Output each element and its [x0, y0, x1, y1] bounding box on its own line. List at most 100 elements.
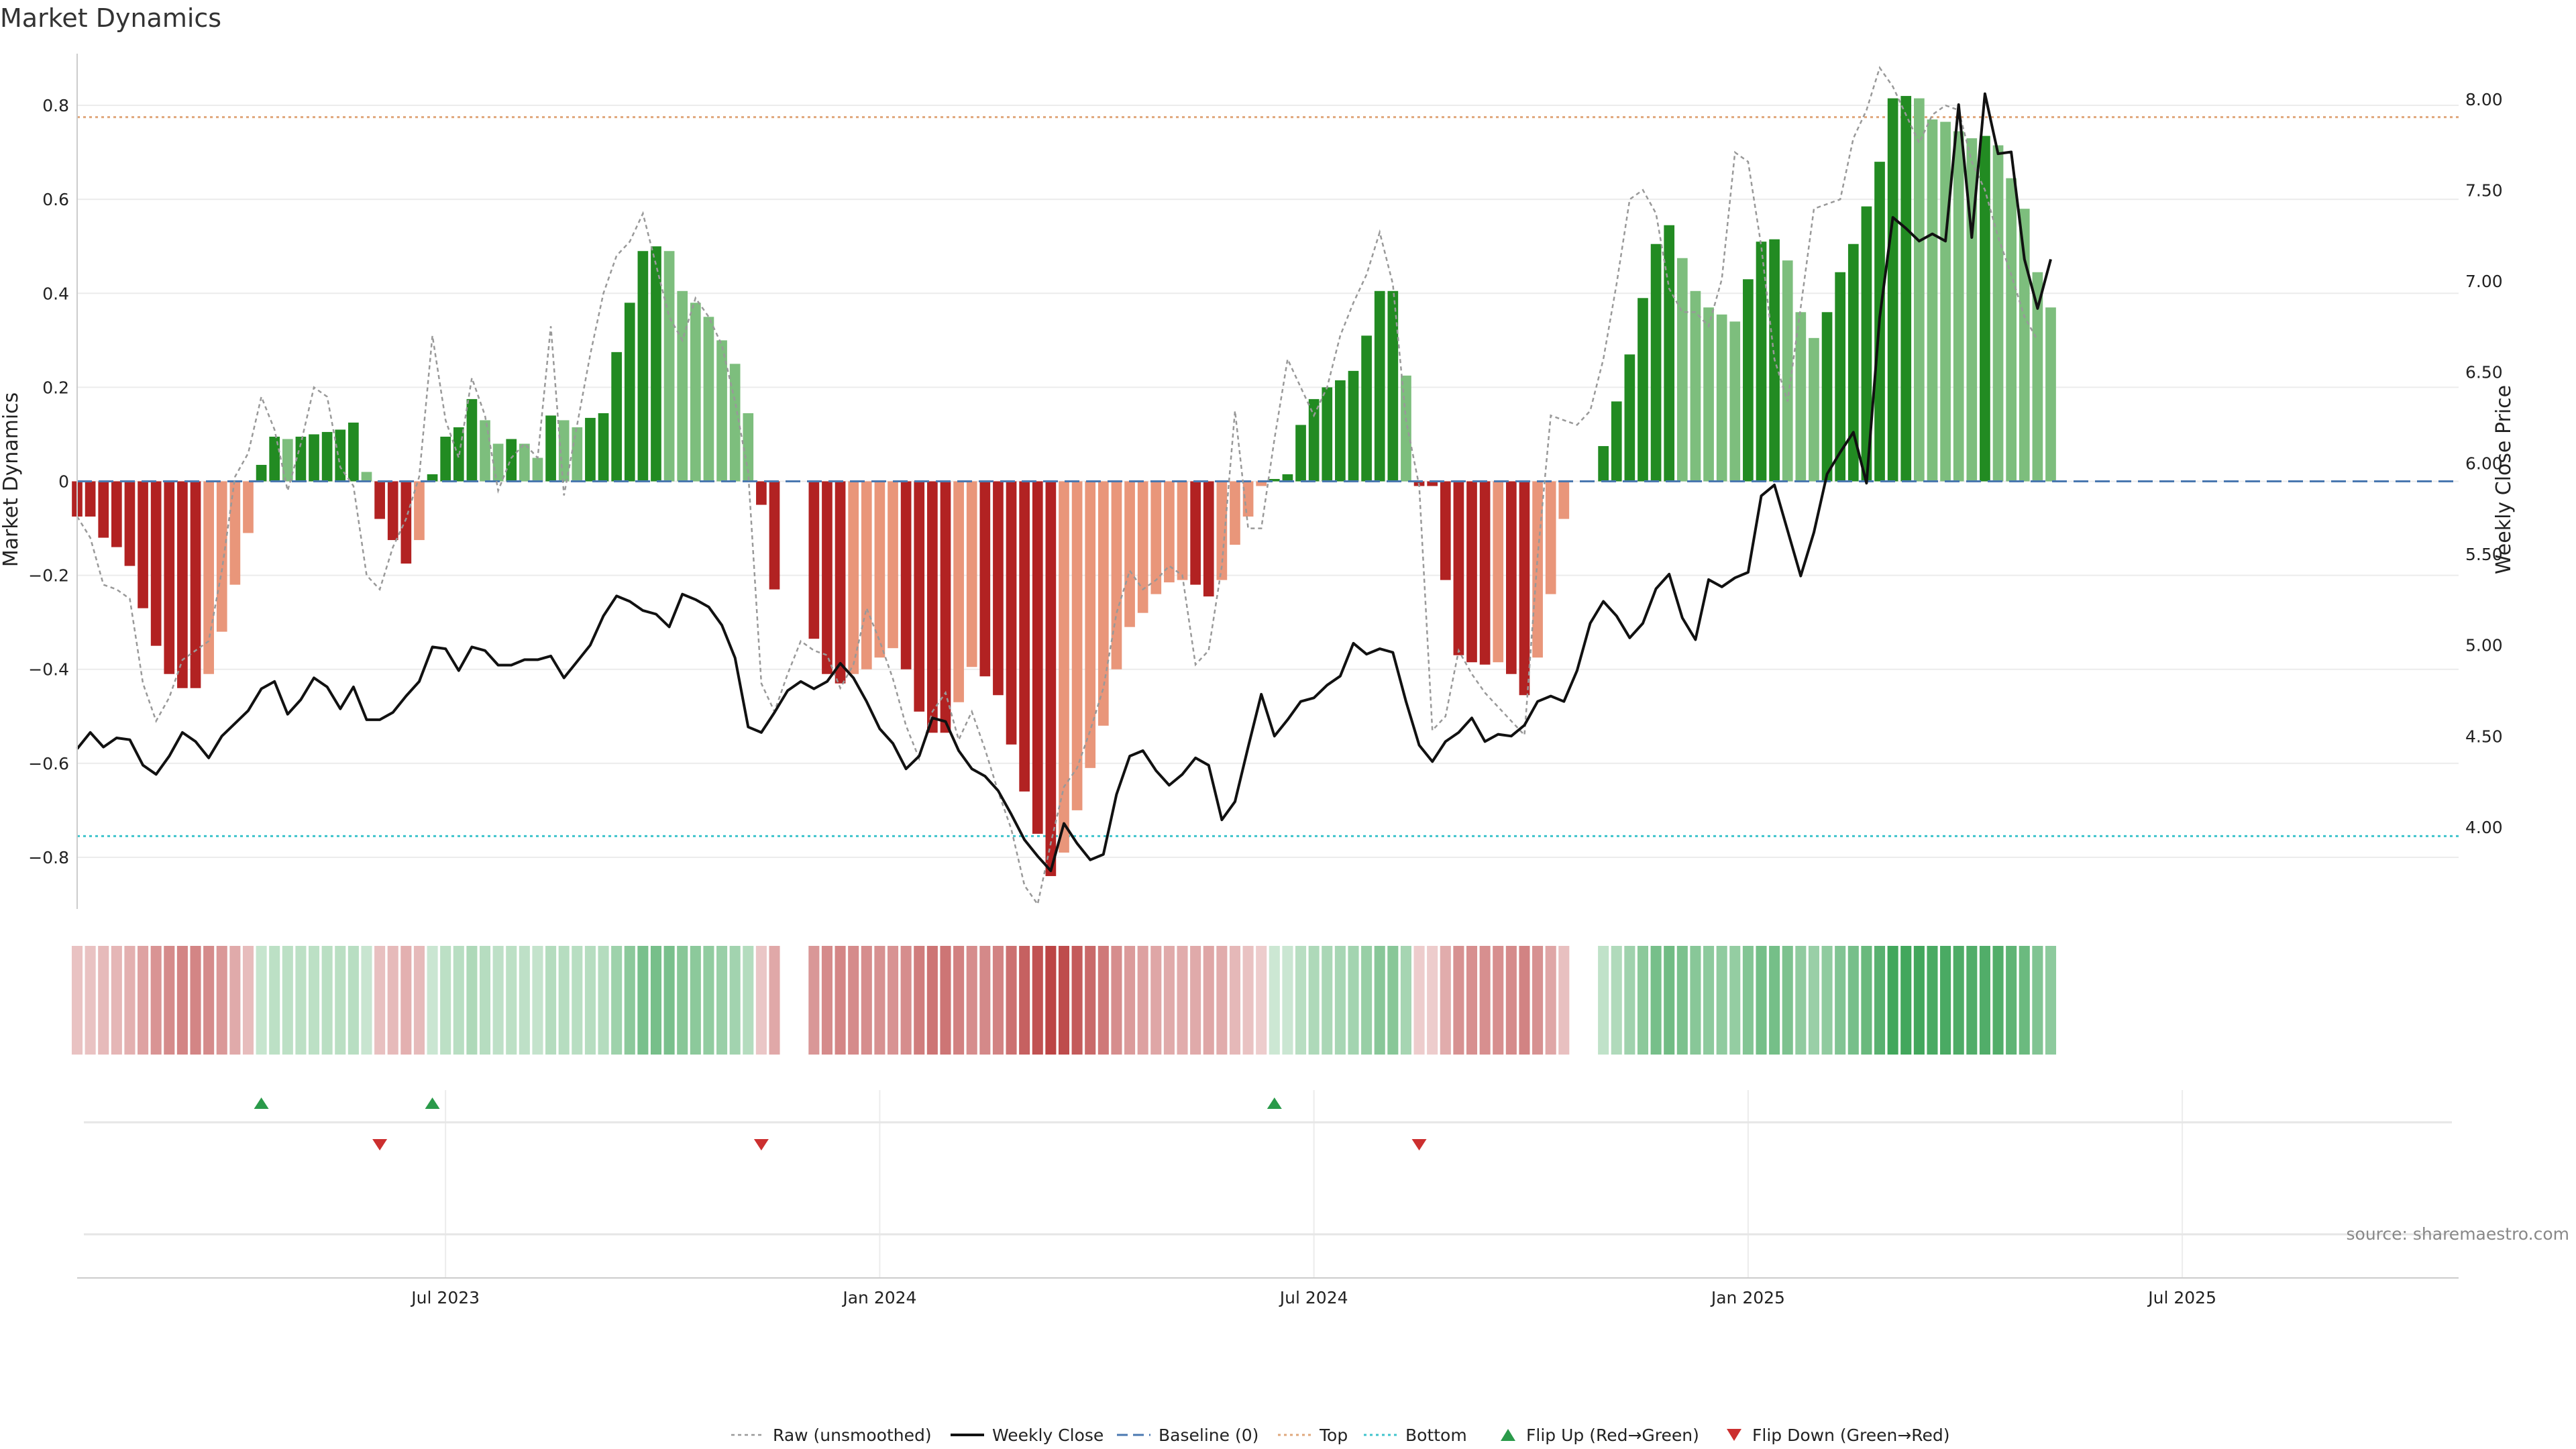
momentum-bar: [190, 481, 201, 688]
heat-cell: [611, 946, 623, 1055]
heat-cell: [887, 946, 899, 1055]
y-tick-left: −0.4: [28, 660, 69, 680]
heat-cell: [1177, 946, 1188, 1055]
momentum-bar: [164, 481, 175, 674]
momentum-bar: [506, 439, 517, 482]
heat-cell: [1637, 946, 1649, 1055]
flip-up-marker: [1267, 1097, 1282, 1109]
heat-cell: [1716, 946, 1727, 1055]
y-tick-left: −0.8: [28, 848, 69, 867]
heat-cell: [1295, 946, 1307, 1055]
y-axis-label-right: Weekly Close Price: [2492, 385, 2516, 574]
momentum-bar: [427, 474, 438, 482]
momentum-bar: [888, 481, 898, 649]
heat-cell: [966, 946, 977, 1055]
momentum-bar: [1887, 98, 1898, 482]
momentum-bar: [1045, 481, 1057, 876]
heat-cell: [1229, 946, 1241, 1055]
momentum-bar: [1992, 145, 2004, 482]
heat-cell: [545, 946, 557, 1055]
heat-cell: [1045, 946, 1057, 1055]
momentum-bar: [1124, 481, 1135, 627]
x-tick-label: Jan 2024: [841, 1288, 916, 1307]
momentum-bar: [1545, 481, 1556, 594]
heat-cell: [98, 946, 109, 1055]
momentum-bar: [1598, 445, 1609, 482]
heat-cell: [413, 946, 425, 1055]
heat-cell: [1795, 946, 1807, 1055]
heat-cell: [190, 946, 201, 1055]
heat-cell: [624, 946, 635, 1055]
y-tick-right: 6.00: [2465, 453, 2503, 473]
momentum-bar: [1703, 307, 1714, 482]
heat-cell: [1505, 946, 1517, 1055]
momentum-bar: [492, 443, 504, 482]
heat-cell: [1545, 946, 1556, 1055]
heat-cell: [1874, 946, 1886, 1055]
heat-cell: [335, 946, 346, 1055]
heat-cell: [1782, 946, 1793, 1055]
momentum-bar: [1203, 481, 1214, 597]
heat-cell: [308, 946, 320, 1055]
heat-cell: [1690, 946, 1701, 1055]
momentum-bar: [966, 481, 977, 667]
heat-cell: [150, 946, 162, 1055]
heat-cell: [85, 946, 96, 1055]
momentum-bar: [2032, 272, 2043, 482]
y-tick-right: 4.00: [2465, 818, 2503, 837]
heat-cell: [1334, 946, 1346, 1055]
y-tick-left: −0.2: [28, 566, 69, 586]
momentum-bar: [309, 434, 319, 482]
legend-swatch-flip-down: [1727, 1429, 1741, 1441]
momentum-bar: [1650, 244, 1662, 482]
x-tick-label: Jul 2024: [1279, 1288, 1348, 1307]
momentum-bar: [480, 420, 490, 482]
momentum-bar: [2019, 209, 2030, 482]
momentum-bar: [1835, 272, 1846, 482]
heat-cell: [374, 946, 386, 1055]
momentum-bar: [848, 481, 859, 674]
flip-down-marker: [753, 1139, 769, 1150]
momentum-bar: [1479, 481, 1491, 665]
heat-cell: [1624, 946, 1635, 1055]
momentum-bar: [914, 481, 925, 712]
momentum-bar: [1190, 481, 1201, 585]
momentum-bar: [1453, 481, 1464, 655]
heat-cell: [1979, 946, 1990, 1055]
momentum-bar: [1440, 481, 1451, 580]
heat-cell: [1756, 946, 1767, 1055]
x-tick-label: Jul 2023: [410, 1288, 480, 1307]
momentum-bar: [1308, 398, 1320, 482]
flip-up-marker: [254, 1097, 269, 1109]
momentum-bar: [1716, 314, 1727, 482]
heat-cell: [1440, 946, 1451, 1055]
heat-cell: [1137, 946, 1148, 1055]
momentum-bar: [1782, 260, 1793, 482]
momentum-bar: [1795, 312, 1807, 482]
heat-cell: [1071, 946, 1083, 1055]
heat-cell: [1703, 946, 1715, 1055]
y-tick-right: 5.50: [2465, 545, 2503, 564]
momentum-bar: [85, 481, 96, 517]
momentum-bar: [1085, 481, 1096, 768]
momentum-bar: [1821, 312, 1833, 482]
heat-cell: [203, 946, 215, 1055]
momentum-bar: [282, 439, 293, 482]
heat-cell: [1242, 946, 1254, 1055]
heat-cell: [1966, 946, 1978, 1055]
heat-cell: [1847, 946, 1859, 1055]
momentum-bar: [387, 481, 398, 541]
heat-cell: [992, 946, 1004, 1055]
momentum-bar: [545, 415, 556, 482]
y-tick-right: 7.00: [2465, 272, 2503, 291]
heat-cell: [1887, 946, 1898, 1055]
momentum-bar: [1071, 481, 1083, 810]
heat-cell: [479, 946, 491, 1055]
momentum-bar: [1927, 119, 1938, 482]
threshold-layer: [77, 116, 2459, 837]
legend-swatch-flip-up: [1501, 1429, 1515, 1441]
legend-label-top: Top: [1319, 1426, 1348, 1445]
heat-cell: [1598, 946, 1609, 1055]
momentum-bar: [321, 431, 333, 482]
